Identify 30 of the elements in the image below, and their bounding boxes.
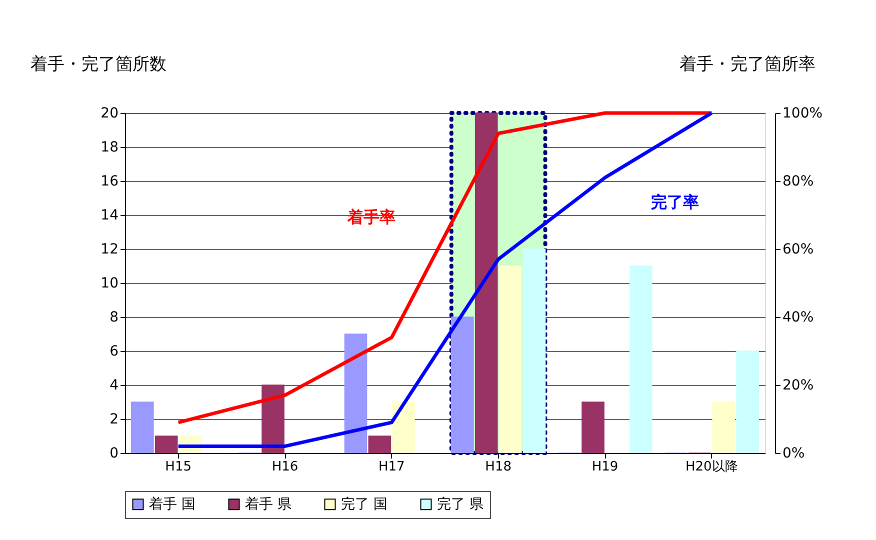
legend-label: 着手 県 bbox=[245, 496, 292, 512]
y-tick-label: 0 bbox=[110, 446, 118, 462]
legend-label: 着手 国 bbox=[149, 496, 196, 512]
y-tick-label: 20 bbox=[100, 106, 118, 122]
x-tick-label: H15 bbox=[165, 460, 192, 474]
y-axis-title: 着手・完了箇所数 bbox=[30, 54, 166, 74]
x-tick-label: H19 bbox=[592, 460, 618, 474]
y-tick-label: 10 bbox=[100, 276, 118, 292]
x-tick-label: H18 bbox=[485, 460, 512, 474]
y2-tick-label: 40% bbox=[782, 310, 814, 326]
y2-axis-title: 着手・完了箇所率 bbox=[680, 54, 816, 74]
y-tick-label: 2 bbox=[110, 412, 118, 428]
y-tick-label: 16 bbox=[100, 174, 119, 190]
y-tick-label: 4 bbox=[110, 378, 119, 394]
x-tick-label: H20以降 bbox=[686, 460, 738, 474]
y-tick-label: 12 bbox=[100, 242, 118, 258]
y2-tick-label: 20% bbox=[782, 378, 814, 394]
y-tick-label: 8 bbox=[110, 310, 118, 326]
text: 完了率 bbox=[651, 192, 699, 212]
y2-tick-label: 0% bbox=[782, 446, 805, 462]
y-tick-label: 6 bbox=[110, 344, 119, 360]
legend-label: 完了 県 bbox=[437, 496, 484, 512]
y2-tick-label: 60% bbox=[782, 242, 814, 258]
legend-label: 完了 国 bbox=[341, 496, 388, 512]
x-tick-label: H16 bbox=[272, 460, 298, 474]
x-tick-label: H17 bbox=[378, 460, 405, 474]
y2-tick-label: 100% bbox=[782, 106, 823, 122]
y2-tick-label: 80% bbox=[782, 174, 814, 190]
y-tick-label: 18 bbox=[100, 140, 118, 156]
y-tick-label: 14 bbox=[100, 208, 119, 224]
